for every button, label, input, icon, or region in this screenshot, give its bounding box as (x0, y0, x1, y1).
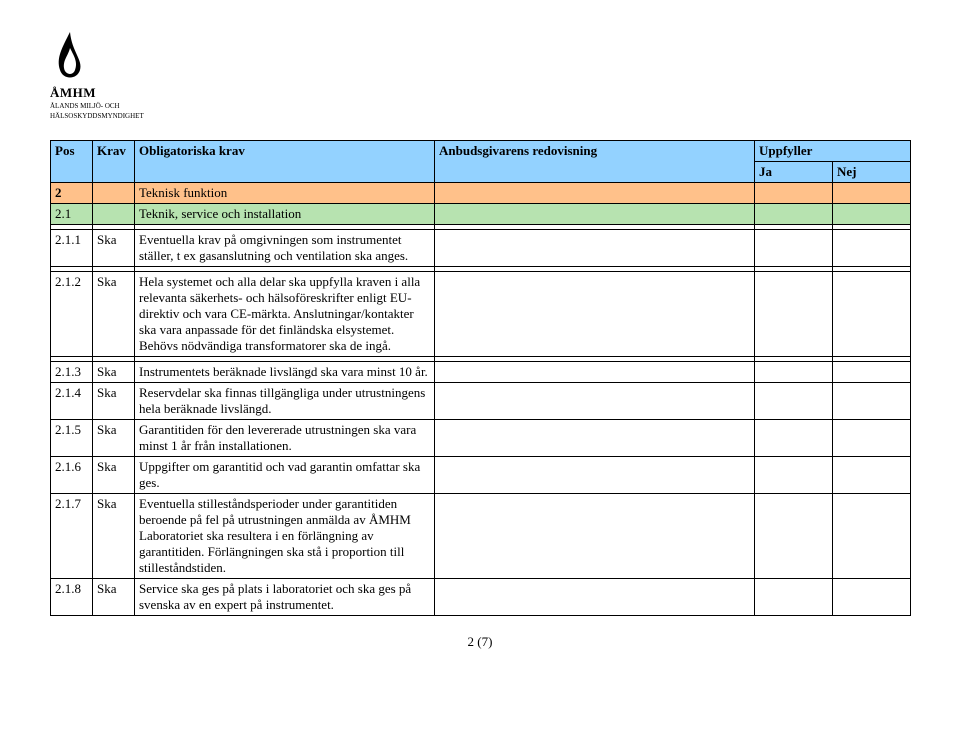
requirements-table: Pos Krav Obligatoriska krav Anbudsgivare… (50, 140, 911, 616)
row-nej[interactable] (833, 457, 911, 494)
row-ja[interactable] (755, 362, 833, 383)
section-row-2-1: 2.1 Teknik, service och installation (51, 204, 911, 225)
section-row-2: 2 Teknisk funktion (51, 183, 911, 204)
row-nej[interactable] (833, 494, 911, 579)
row-ja[interactable] (755, 579, 833, 616)
table-row: 2.1.6 Ska Uppgifter om garantitid och va… (51, 457, 911, 494)
row-anbud[interactable] (435, 383, 755, 420)
logo-subtitle-1: ÅLANDS MILJÖ- OCH (50, 103, 910, 111)
row-anbud[interactable] (435, 362, 755, 383)
row-krav: Ska (93, 457, 135, 494)
table-row: 2.1.3 Ska Instrumentets beräknade livslä… (51, 362, 911, 383)
row-pos: 2.1.6 (51, 457, 93, 494)
row-krav: Ska (93, 383, 135, 420)
section-nej-empty (833, 204, 911, 225)
col-anbud: Anbudsgivarens redovisning (435, 141, 755, 183)
row-anbud[interactable] (435, 420, 755, 457)
logo-flame-icon (50, 30, 90, 85)
table-row: 2.1.1 Ska Eventuella krav på omgivningen… (51, 230, 911, 267)
section-title: Teknisk funktion (135, 183, 435, 204)
table-row: 2.1.7 Ska Eventuella stilleståndsperiode… (51, 494, 911, 579)
row-anbud[interactable] (435, 494, 755, 579)
table-row: 2.1.4 Ska Reservdelar ska finnas tillgän… (51, 383, 911, 420)
row-text: Uppgifter om garantitid och vad garantin… (135, 457, 435, 494)
section-pos: 2.1 (51, 204, 93, 225)
col-pos: Pos (51, 141, 93, 183)
section-pos: 2 (51, 183, 93, 204)
row-nej[interactable] (833, 420, 911, 457)
section-anbud-empty (435, 204, 755, 225)
section-nej-empty (833, 183, 911, 204)
row-text: Eventuella krav på omgivningen som instr… (135, 230, 435, 267)
section-krav-empty (93, 183, 135, 204)
row-text: Hela systemet och alla delar ska uppfyll… (135, 272, 435, 357)
row-pos: 2.1.3 (51, 362, 93, 383)
row-text: Reservdelar ska finnas tillgängliga unde… (135, 383, 435, 420)
section-krav-empty (93, 204, 135, 225)
row-pos: 2.1.4 (51, 383, 93, 420)
row-nej[interactable] (833, 272, 911, 357)
col-krav: Krav (93, 141, 135, 183)
row-text: Garantitiden för den levererade utrustni… (135, 420, 435, 457)
row-krav: Ska (93, 494, 135, 579)
col-uppfyller: Uppfyller (755, 141, 911, 162)
row-anbud[interactable] (435, 230, 755, 267)
row-krav: Ska (93, 230, 135, 267)
row-pos: 2.1.5 (51, 420, 93, 457)
row-anbud[interactable] (435, 457, 755, 494)
row-krav: Ska (93, 272, 135, 357)
row-krav: Ska (93, 420, 135, 457)
row-ja[interactable] (755, 494, 833, 579)
section-title: Teknik, service och installation (135, 204, 435, 225)
table-row: 2.1.8 Ska Service ska ges på plats i lab… (51, 579, 911, 616)
col-nej: Nej (833, 162, 911, 183)
row-text: Eventuella stilleståndsperioder under ga… (135, 494, 435, 579)
row-text: Instrumentets beräknade livslängd ska va… (135, 362, 435, 383)
table-row: 2.1.5 Ska Garantitiden för den levererad… (51, 420, 911, 457)
row-nej[interactable] (833, 230, 911, 267)
table-header-row-1: Pos Krav Obligatoriska krav Anbudsgivare… (51, 141, 911, 162)
page-footer: 2 (7) (50, 634, 910, 650)
row-pos: 2.1.8 (51, 579, 93, 616)
row-ja[interactable] (755, 230, 833, 267)
row-text: Service ska ges på plats i laboratoriet … (135, 579, 435, 616)
row-ja[interactable] (755, 420, 833, 457)
section-ja-empty (755, 204, 833, 225)
logo-subtitle-2: HÄLSOSKYDDSMYNDIGHET (50, 113, 910, 121)
row-nej[interactable] (833, 383, 911, 420)
row-pos: 2.1.2 (51, 272, 93, 357)
row-krav: Ska (93, 579, 135, 616)
row-nej[interactable] (833, 362, 911, 383)
row-pos: 2.1.1 (51, 230, 93, 267)
section-ja-empty (755, 183, 833, 204)
logo-block: ÅMHM ÅLANDS MILJÖ- OCH HÄLSOSKYDDSMYNDIG… (50, 30, 910, 120)
row-anbud[interactable] (435, 272, 755, 357)
row-anbud[interactable] (435, 579, 755, 616)
row-krav: Ska (93, 362, 135, 383)
row-ja[interactable] (755, 383, 833, 420)
row-ja[interactable] (755, 457, 833, 494)
logo-acronym: ÅMHM (50, 85, 910, 101)
section-anbud-empty (435, 183, 755, 204)
row-ja[interactable] (755, 272, 833, 357)
col-obligatoriska: Obligatoriska krav (135, 141, 435, 183)
row-nej[interactable] (833, 579, 911, 616)
col-ja: Ja (755, 162, 833, 183)
row-pos: 2.1.7 (51, 494, 93, 579)
table-row: 2.1.2 Ska Hela systemet och alla delar s… (51, 272, 911, 357)
